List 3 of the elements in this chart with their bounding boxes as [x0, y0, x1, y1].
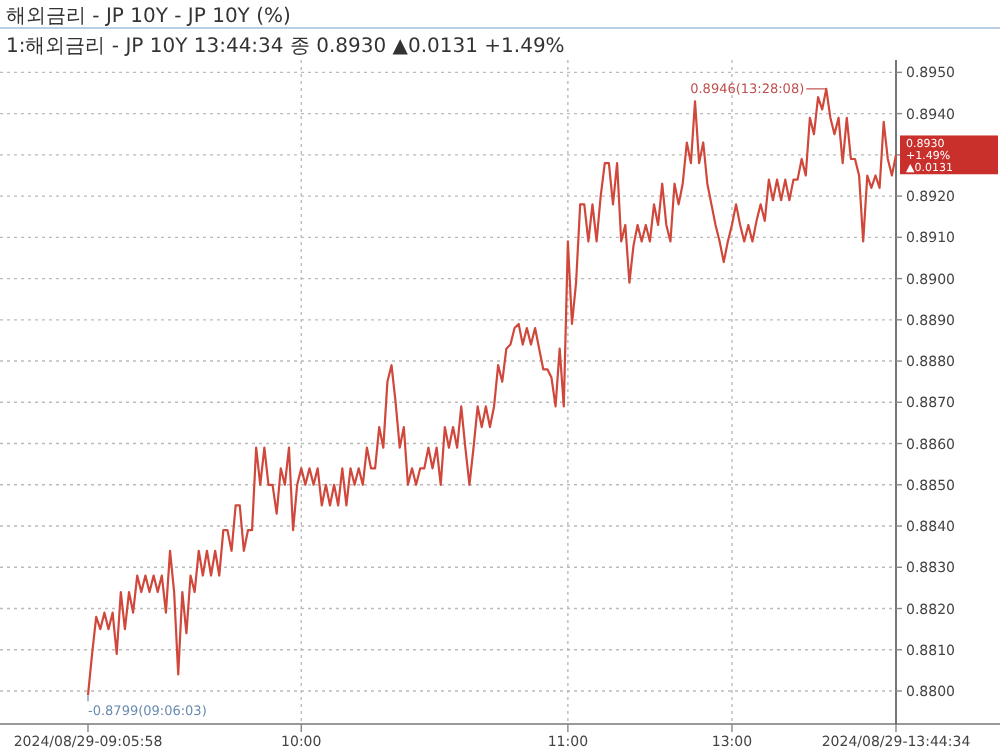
line-series: [86, 87, 898, 697]
chart-subtitle: 1:해외금리 - JP 10Y 13:44:34 종 0.8930 ▲0.0131 +1.49%: [6, 36, 565, 58]
chart-title: 해외금리 - JP 10Y - JP 10Y (%): [6, 6, 291, 28]
